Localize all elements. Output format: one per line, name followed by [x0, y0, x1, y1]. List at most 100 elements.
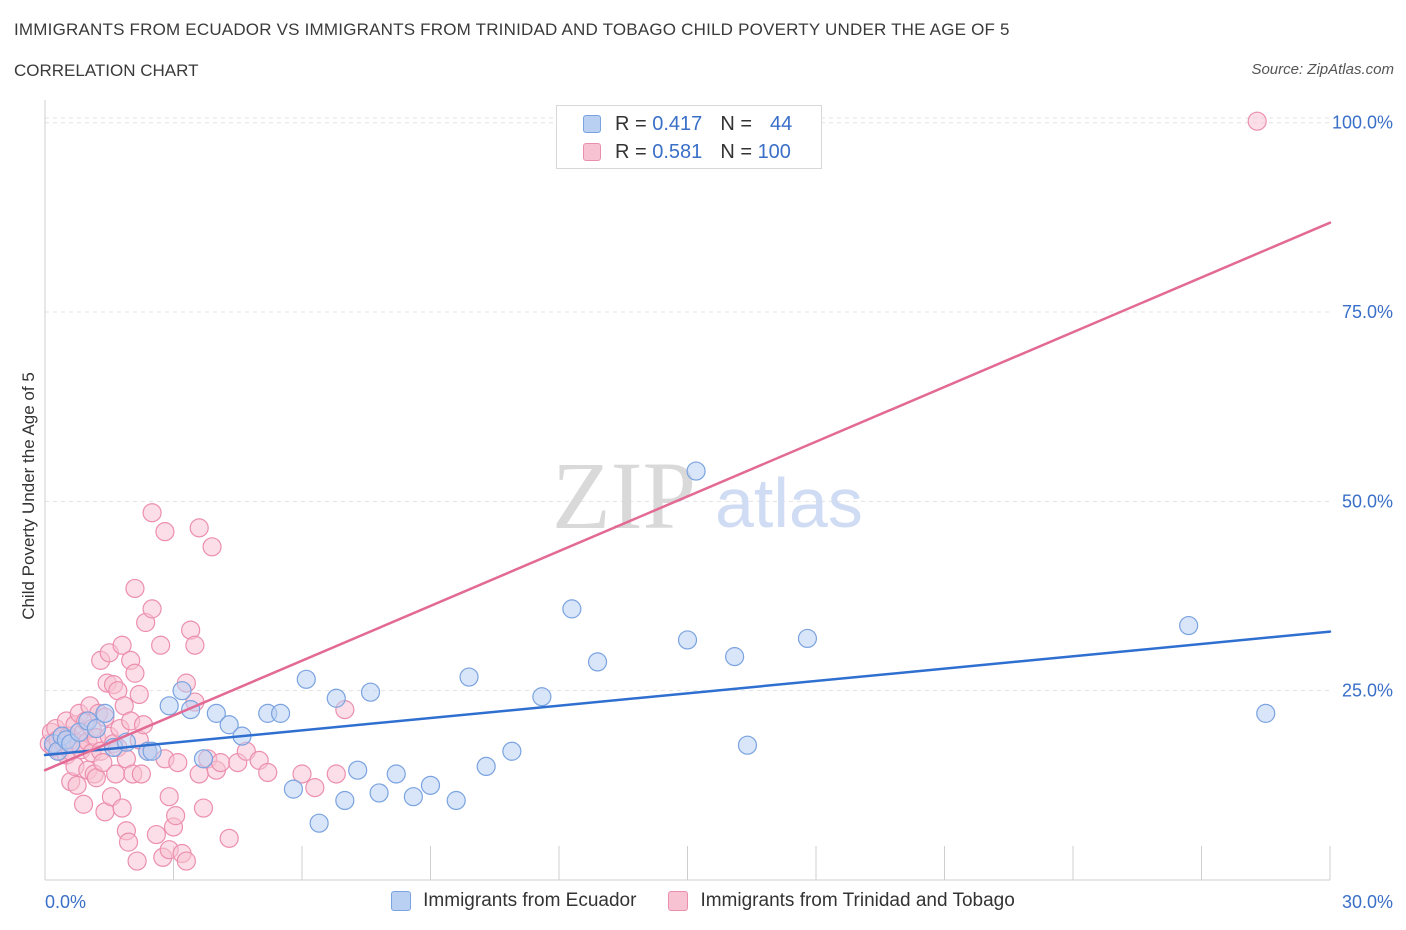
legend-r-value: 0.417 [652, 112, 703, 135]
data-points [39, 111, 1276, 871]
point-trinidad [168, 753, 188, 773]
point-trinidad [131, 764, 151, 784]
point-ecuador [193, 749, 214, 769]
point-trinidad [67, 775, 87, 795]
point-ecuador [737, 735, 758, 755]
point-ecuador [1256, 703, 1276, 723]
point-ecuador [459, 667, 479, 687]
point-ecuador [369, 783, 389, 803]
point-trinidad [118, 832, 139, 852]
legend-n-label: N = [720, 140, 752, 163]
y-axis-label: Child Poverty Under the Age of 5 [19, 372, 38, 620]
point-ecuador [309, 813, 329, 833]
legend-r-value: 0.581 [652, 140, 703, 163]
chart-title: IMMIGRANTS FROM ECUADOR VS IMMIGRANTS FR… [14, 20, 1010, 39]
legend-swatch-ecuador [583, 115, 601, 133]
point-ecuador [335, 790, 355, 811]
point-trinidad [176, 851, 196, 871]
point-trinidad [146, 824, 166, 845]
point-ecuador [797, 628, 818, 649]
point-trinidad [258, 762, 278, 783]
legend-item-trinidad: Immigrants from Trinidad and Tobago [668, 890, 1015, 912]
point-trinidad [202, 537, 222, 557]
point-ecuador [360, 682, 381, 702]
point-ecuador [86, 718, 107, 739]
point-ecuador [1179, 615, 1199, 636]
point-ecuador [95, 703, 115, 723]
point-trinidad [305, 778, 325, 798]
point-trinidad [112, 798, 132, 818]
x-tick-labels: 0.0% 30.0% [45, 892, 1393, 912]
point-ecuador [587, 652, 608, 672]
point-trinidad [159, 787, 179, 807]
point-ecuador [283, 779, 304, 799]
watermark: ZIP atlas [552, 442, 863, 549]
point-ecuador [420, 775, 441, 795]
y-tick-label: 100.0% [1332, 113, 1393, 133]
point-ecuador [206, 703, 226, 723]
point-trinidad [1247, 111, 1267, 131]
point-ecuador [219, 715, 239, 735]
series-legend: Immigrants from Ecuador Immigrants from … [0, 890, 1406, 912]
point-ecuador [446, 790, 466, 811]
point-trinidad [142, 599, 162, 619]
point-ecuador [725, 647, 745, 667]
y-tick-label: 50.0% [1342, 491, 1393, 511]
watermark-zip: ZIP [552, 442, 696, 549]
trend-lines [43, 221, 1332, 772]
point-trinidad [155, 522, 175, 542]
point-trinidad [219, 828, 239, 848]
point-ecuador [159, 696, 179, 716]
point-trinidad [151, 635, 171, 655]
stats-legend: R = 0.417 N = 44 R = 0.581 N = 100 [556, 105, 822, 169]
point-trinidad [189, 518, 209, 538]
point-ecuador [296, 669, 316, 689]
point-trinidad [211, 753, 231, 773]
source-credit: Source: ZipAtlas.com [1251, 61, 1394, 78]
point-trinidad [166, 806, 186, 826]
point-trinidad [326, 764, 346, 784]
watermark-atlas: atlas [715, 464, 863, 542]
point-trinidad [185, 635, 205, 655]
point-ecuador [270, 703, 291, 723]
point-trinidad [292, 764, 312, 784]
point-trinidad [142, 503, 162, 523]
point-trinidad [127, 851, 147, 871]
point-ecuador [348, 760, 368, 780]
legend-n-value: 100 [757, 140, 791, 163]
point-ecuador [476, 756, 496, 777]
legend-label-trinidad: Immigrants from Trinidad and Tobago [700, 890, 1015, 911]
point-trinidad [93, 753, 113, 773]
legend-n-label: N = [720, 112, 752, 135]
point-ecuador [326, 688, 346, 708]
legend-r-label: R = [615, 112, 647, 135]
point-ecuador [172, 681, 192, 701]
point-ecuador [386, 764, 406, 784]
point-ecuador [403, 787, 423, 807]
x-tick-label: 0.0% [45, 892, 86, 912]
point-ecuador [502, 741, 522, 761]
grid-lines [45, 117, 1330, 692]
legend-swatch-ecuador [391, 891, 412, 911]
legend-swatch-trinidad [668, 891, 689, 911]
point-ecuador [562, 599, 582, 619]
point-trinidad [106, 764, 126, 784]
point-ecuador [686, 461, 706, 481]
trend-line-ecuador [43, 630, 1332, 757]
legend-n-value: 44 [770, 112, 793, 135]
point-trinidad [125, 578, 145, 599]
legend-row-ecuador: R = 0.417 N = 44 [583, 112, 792, 136]
chart-subtitle: CORRELATION CHART [14, 61, 199, 80]
point-trinidad [129, 684, 149, 705]
legend-r-label: R = [615, 140, 647, 163]
y-tick-label: 75.0% [1342, 302, 1393, 322]
y-tick-labels: 25.0% 50.0% 75.0% 100.0% [1332, 113, 1393, 701]
x-tick-label: 30.0% [1342, 892, 1393, 912]
point-trinidad [73, 794, 94, 814]
point-ecuador [142, 741, 162, 761]
legend-swatch-trinidad [583, 143, 601, 161]
point-trinidad [125, 663, 145, 683]
legend-row-trinidad: R = 0.581 N = 100 [583, 140, 791, 164]
legend-label-ecuador: Immigrants from Ecuador [423, 890, 637, 911]
